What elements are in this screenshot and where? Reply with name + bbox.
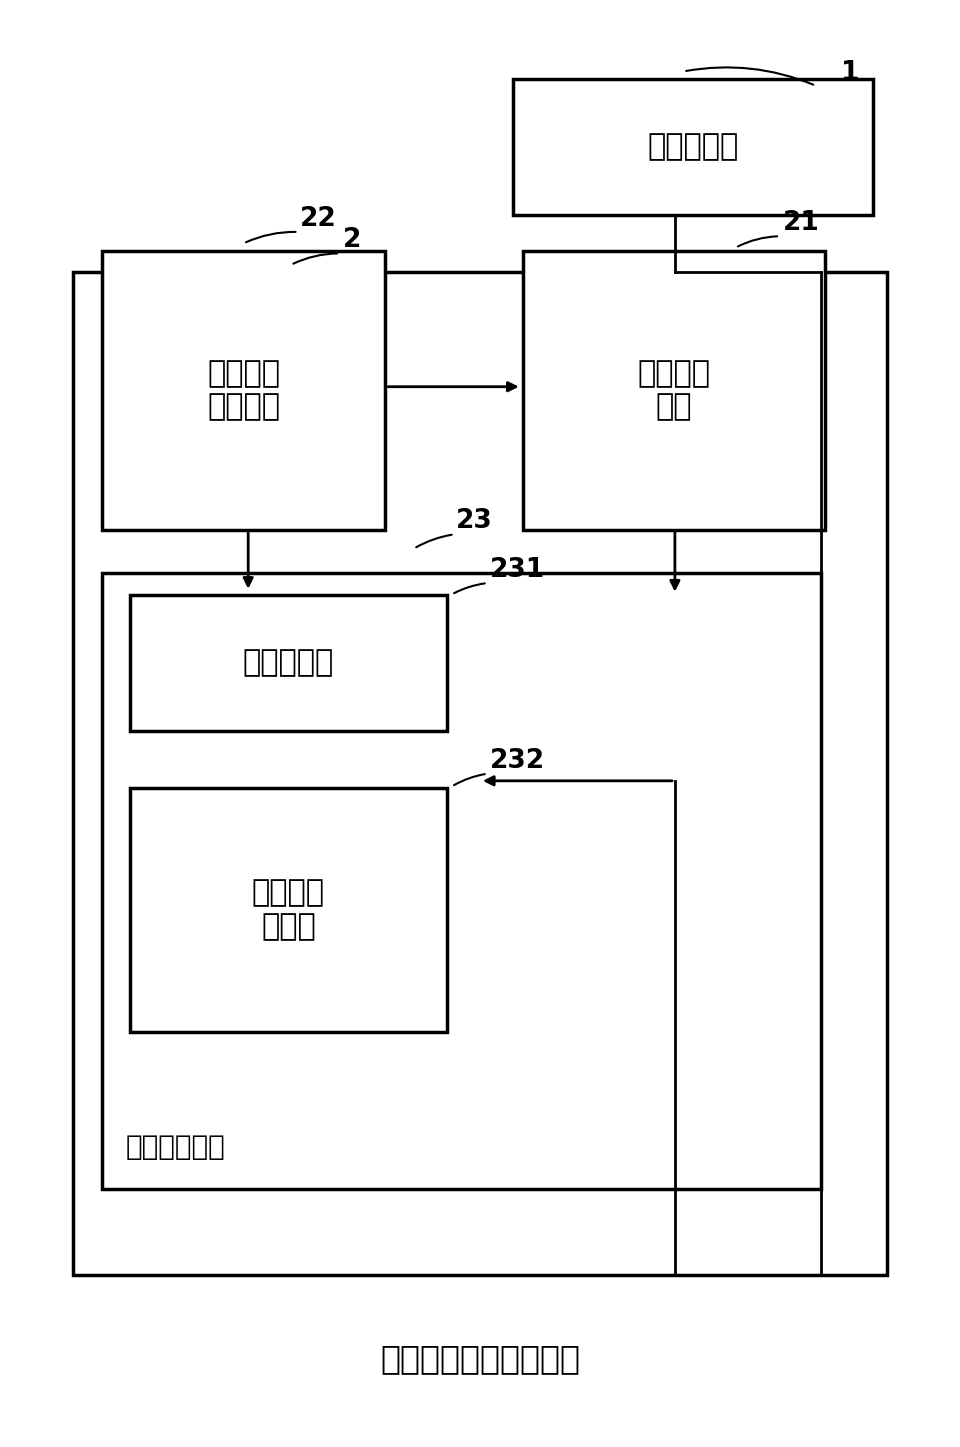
Text: 232: 232 [490, 748, 544, 774]
Text: 2: 2 [343, 227, 361, 253]
Bar [102, 573, 821, 1189]
Text: 第一存储单元: 第一存储单元 [125, 1133, 225, 1160]
Text: 语意分析
单元: 语意分析 单元 [637, 359, 710, 421]
Text: 22: 22 [300, 205, 337, 232]
Bar [130, 595, 447, 731]
Bar [522, 250, 826, 530]
Bar [73, 272, 887, 1275]
Text: 23: 23 [456, 508, 493, 534]
Bar [130, 789, 447, 1032]
Text: 文章数据库: 文章数据库 [243, 648, 334, 677]
Text: 商品声量
数据库: 商品声量 数据库 [252, 878, 324, 941]
Text: 第一浏览
网页单元: 第一浏览 网页单元 [207, 359, 280, 421]
Text: 仓储数据库: 仓储数据库 [647, 132, 738, 161]
Text: 社交网络声量分析模块: 社交网络声量分析模块 [380, 1343, 580, 1376]
Text: 231: 231 [490, 557, 544, 583]
Text: 1: 1 [841, 59, 860, 85]
Bar [102, 250, 385, 530]
Bar [513, 78, 873, 214]
Text: 21: 21 [782, 210, 820, 236]
